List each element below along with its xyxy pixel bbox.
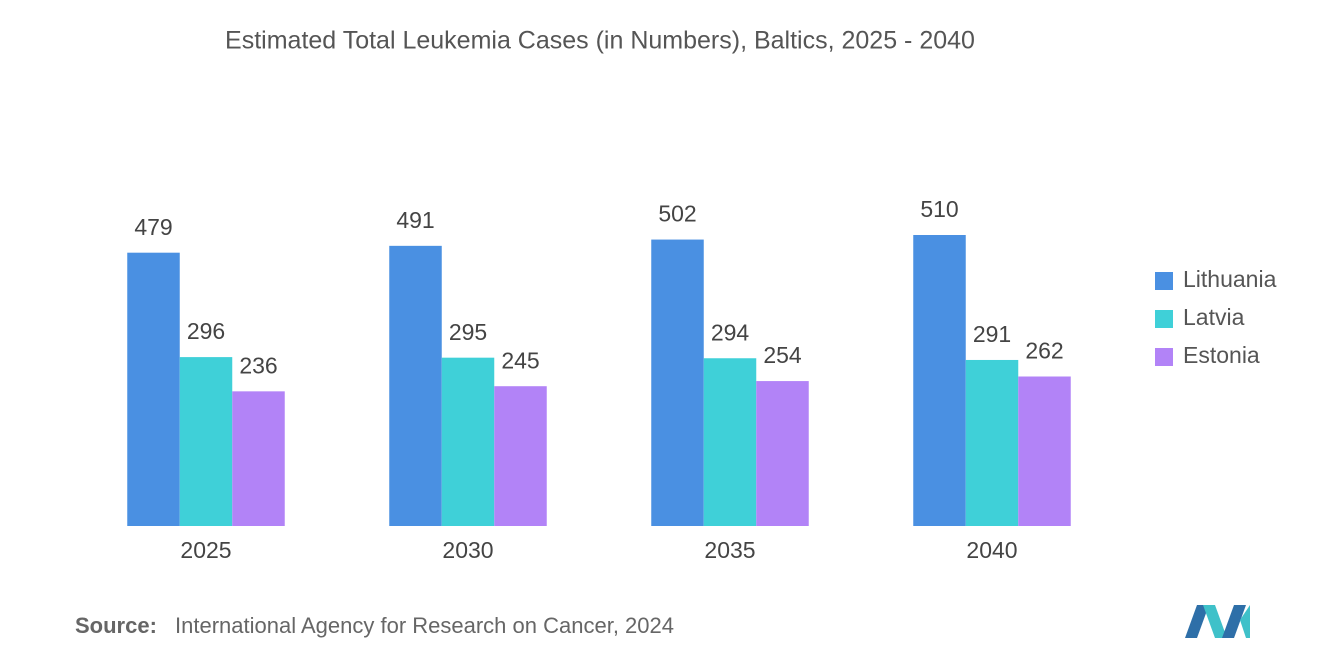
value-label: 502 [658, 201, 696, 227]
bar [127, 252, 180, 526]
value-label: 291 [973, 321, 1011, 347]
value-label: 236 [239, 352, 277, 378]
value-label: 491 [396, 207, 434, 233]
value-label: 254 [763, 342, 802, 368]
bar [965, 359, 1019, 526]
legend-label: Latvia [1183, 304, 1245, 330]
source-text: International Agency for Research on Can… [175, 613, 674, 638]
legend-swatch [1155, 310, 1173, 328]
legend-label: Estonia [1183, 342, 1260, 368]
legend-label: Lithuania [1183, 266, 1277, 292]
value-label: 510 [920, 196, 958, 222]
bar [913, 235, 966, 526]
x-tick-label: 2035 [704, 537, 755, 563]
chart-title: Estimated Total Leukemia Cases (in Numbe… [225, 27, 975, 55]
legend-swatch [1155, 348, 1173, 366]
bar [179, 357, 233, 526]
value-label: 294 [711, 319, 750, 345]
logo [1185, 605, 1250, 638]
value-label: 296 [187, 318, 225, 344]
legend-swatch [1155, 272, 1173, 290]
bar [441, 357, 495, 526]
bar [756, 381, 809, 526]
x-tick-label: 2030 [442, 537, 493, 563]
value-label: 262 [1025, 338, 1063, 364]
value-label: 295 [449, 319, 487, 345]
bar [389, 245, 442, 526]
value-label: 479 [134, 214, 172, 240]
x-tick-label: 2040 [966, 537, 1017, 563]
bar [232, 391, 285, 526]
bar [1018, 376, 1071, 526]
value-label: 245 [501, 347, 539, 373]
x-tick-label: 2025 [180, 537, 231, 563]
bar [651, 239, 704, 527]
bar [703, 358, 757, 526]
bar [494, 386, 547, 526]
source-label: Source: [75, 613, 157, 638]
